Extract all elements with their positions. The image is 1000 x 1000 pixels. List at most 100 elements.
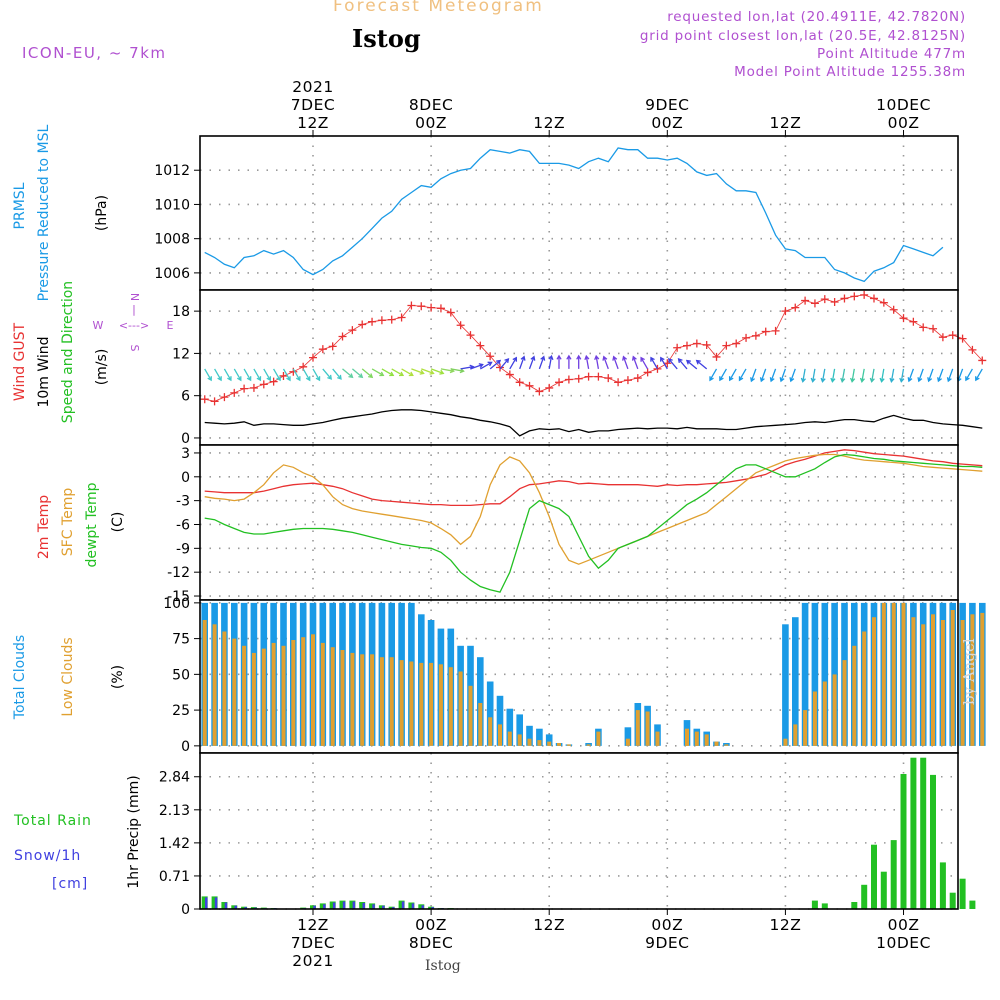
temperature-sfc-temp-line xyxy=(204,453,983,565)
precip-axis-label: 1hr Precip (mm) xyxy=(126,775,142,888)
clouds-low-clouds-bar xyxy=(291,640,296,746)
wind-direction-arrow xyxy=(685,359,698,370)
compass-east: E xyxy=(167,319,174,332)
clouds-low-clouds-bar xyxy=(370,654,375,746)
clouds-total-clouds-bar xyxy=(486,681,494,746)
credit-watermark: by Angel xyxy=(960,638,978,705)
clouds-low-clouds-bar xyxy=(448,667,453,746)
clouds-low-clouds-bar xyxy=(596,731,601,746)
wind-wind-gust-marker xyxy=(210,397,219,406)
wind-wind-gust-marker xyxy=(938,333,947,342)
clouds-low-clouds-bar xyxy=(872,617,876,746)
precip-snow-1h-bar xyxy=(205,897,208,909)
wind-direction-arrow xyxy=(401,368,414,377)
wind-wind-gust-marker xyxy=(860,290,869,299)
wind-wind-gust-marker xyxy=(476,341,485,350)
wind-direction-arrow xyxy=(273,368,281,382)
temperature-ytick-label: -12 xyxy=(167,565,190,581)
wind-ytick-label: 12 xyxy=(172,346,190,362)
wind-wind-gust-marker xyxy=(643,368,652,377)
wind-direction-arrow xyxy=(869,368,875,383)
top-time-label: 2021 xyxy=(292,78,333,96)
temperature-ytick-label: -15 xyxy=(167,589,190,605)
precip-total-rain-bar xyxy=(851,902,858,909)
wind-wind-gust-marker xyxy=(309,353,317,362)
wind-wind-gust-marker xyxy=(604,374,613,383)
clouds-axis-label: (%) xyxy=(110,665,126,689)
wind-wind-gust-marker xyxy=(387,315,396,324)
compass-dash: | xyxy=(132,303,136,316)
clouds-total-clouds-bar xyxy=(821,602,829,746)
clouds-low-clouds-bar xyxy=(714,741,719,746)
pressure-axis-label: Pressure Reduced to MSL xyxy=(36,124,52,301)
pressure-ytick-label: 1012 xyxy=(154,163,190,179)
wind-wind-gust-marker xyxy=(328,342,337,351)
wind-direction-arrow xyxy=(622,355,629,370)
precip-total-rain-bar xyxy=(861,884,868,909)
precip-snow-1h-bar xyxy=(323,904,326,909)
wind-wind-gust-marker xyxy=(348,326,357,335)
wind-wind-gust-marker xyxy=(535,387,544,396)
precip-snow-1h-bar xyxy=(382,905,385,909)
wind-direction-arrow xyxy=(391,368,405,377)
precip-total-rain-bar xyxy=(811,900,818,909)
wind-wind-gust-marker xyxy=(358,320,367,329)
wind-direction-arrow xyxy=(917,368,924,383)
clouds-low-clouds-bar xyxy=(478,703,483,746)
clouds-low-clouds-bar xyxy=(458,671,463,746)
clouds-low-clouds-bar xyxy=(881,602,886,746)
precip-total-rain-bar xyxy=(241,906,248,909)
precip-total-rain-bar xyxy=(959,878,966,909)
precip-snow-1h-bar xyxy=(421,905,424,909)
wind-direction-arrow xyxy=(519,355,526,370)
wind-ytick-label: 18 xyxy=(172,304,190,320)
precip-axis-label: [cm] xyxy=(52,876,88,892)
clouds-low-clouds-bar xyxy=(557,743,561,746)
clouds-low-clouds-bar xyxy=(547,741,552,746)
wind-wind-gust-marker xyxy=(200,395,209,404)
clouds-ytick-label: 100 xyxy=(163,596,190,612)
clouds-low-clouds-bar xyxy=(212,624,217,746)
wind-wind-gust-marker xyxy=(515,378,524,387)
wind-wind-gust-marker xyxy=(623,376,632,385)
compass-north: N xyxy=(128,293,141,301)
top-time-label: 00Z xyxy=(888,114,920,132)
pressure-prmsl-line xyxy=(204,147,944,283)
wind-wind-gust-marker xyxy=(781,307,790,316)
precip-total-rain-bar xyxy=(939,862,946,909)
clouds-low-clouds-bar xyxy=(311,634,315,746)
clouds-low-clouds-bar xyxy=(685,728,689,746)
clouds-axis-label: Low Clouds xyxy=(60,637,76,716)
precip-total-rain-bar xyxy=(369,903,376,909)
clouds-low-clouds-bar xyxy=(340,650,345,746)
wind-wind-gust-marker xyxy=(427,303,436,312)
clouds-low-clouds-bar xyxy=(950,610,955,746)
wind-wind-gust-marker xyxy=(761,327,770,336)
precip-total-rain-bar xyxy=(339,900,346,909)
clouds-low-clouds-bar xyxy=(891,602,896,746)
precip-ytick-label: 2.84 xyxy=(159,770,190,786)
wind-direction-arrow xyxy=(223,368,232,382)
wind-wind-gust-marker xyxy=(466,331,475,340)
wind-axis-label: Speed and Direction xyxy=(60,281,76,423)
wind-wind-gust-marker xyxy=(269,377,278,386)
bottom-time-label: 12Z xyxy=(769,916,801,934)
wind-direction-arrow xyxy=(489,359,502,370)
bottom-time-label: 7DEC xyxy=(291,934,335,952)
temperature-ytick-label: -9 xyxy=(176,541,190,557)
wind-direction-arrow xyxy=(695,359,708,370)
precip-snow-1h-bar xyxy=(313,905,316,909)
clouds-low-clouds-bar xyxy=(911,617,916,746)
wind-direction-arrow xyxy=(566,354,572,369)
precip-total-rain-bar xyxy=(900,774,907,909)
wind-direction-arrow xyxy=(479,361,493,370)
wind-wind-gust-marker xyxy=(377,316,386,325)
precip-total-rain-bar xyxy=(310,905,316,909)
clouds-low-clouds-bar xyxy=(350,652,355,746)
wind-wind-gust-marker xyxy=(751,331,760,340)
precip-total-rain-bar xyxy=(231,905,238,909)
wind-wind-gust-marker xyxy=(633,374,642,383)
wind-direction-arrow xyxy=(322,368,333,380)
precip-total-rain-bar xyxy=(920,757,927,909)
clouds-low-clouds-bar xyxy=(980,612,985,746)
